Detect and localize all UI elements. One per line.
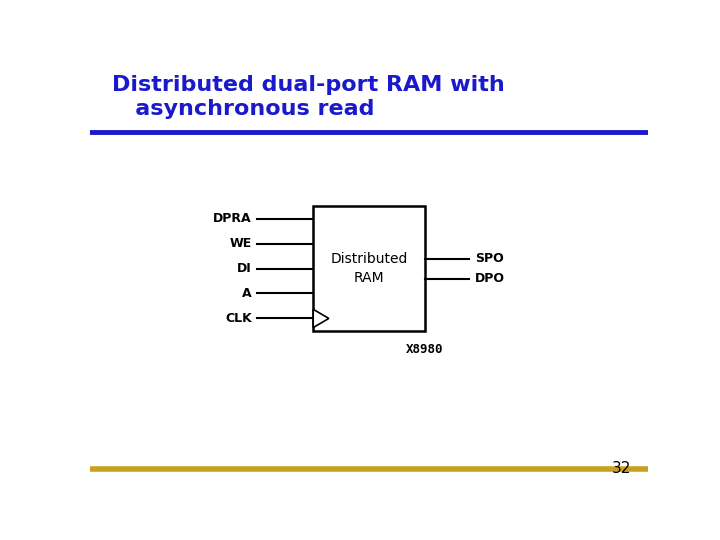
Text: DI: DI <box>237 262 252 275</box>
Text: Distributed
RAM: Distributed RAM <box>330 252 408 285</box>
Text: X8980: X8980 <box>406 343 444 356</box>
Text: CLK: CLK <box>225 312 252 325</box>
Bar <box>313 206 425 331</box>
Text: WE: WE <box>230 237 252 250</box>
Text: DPO: DPO <box>475 272 505 285</box>
Polygon shape <box>313 309 329 328</box>
Text: Distributed dual-port RAM with
   asynchronous read: Distributed dual-port RAM with asynchron… <box>112 75 505 119</box>
Text: A: A <box>242 287 252 300</box>
Text: SPO: SPO <box>475 252 504 265</box>
Text: 32: 32 <box>612 462 631 476</box>
Text: DPRA: DPRA <box>213 212 252 225</box>
